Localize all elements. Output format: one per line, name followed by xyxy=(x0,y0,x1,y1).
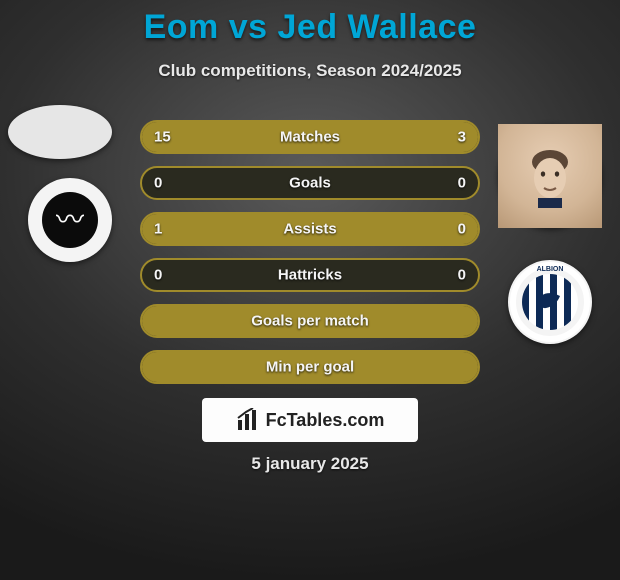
stat-fill-left xyxy=(142,214,478,244)
branding-text: FcTables.com xyxy=(266,410,385,431)
stat-value-right: 0 xyxy=(458,175,466,192)
stat-value-left: 15 xyxy=(154,129,171,146)
stat-fill-left xyxy=(142,352,478,382)
stat-fill-left xyxy=(142,306,478,336)
stat-label: Goals xyxy=(142,175,478,192)
bird-icon xyxy=(516,268,584,336)
stat-row: Min per goal xyxy=(140,350,480,384)
stat-row: 10Assists xyxy=(140,212,480,246)
stat-value-left: 0 xyxy=(154,267,162,284)
stats-bars: 153Matches00Goals10Assists00HattricksGoa… xyxy=(140,120,480,396)
date-text: 5 january 2025 xyxy=(0,454,620,474)
stat-label: Hattricks xyxy=(142,267,478,284)
stat-value-right: 3 xyxy=(458,129,466,146)
stat-value-left: 1 xyxy=(154,221,162,238)
stat-row: 0 0Goals xyxy=(140,166,480,200)
stat-value-right: 0 xyxy=(458,221,466,238)
stat-value-left: 0 xyxy=(154,175,162,192)
stat-row: 0 0Hattricks xyxy=(140,258,480,292)
player-right-avatar xyxy=(498,124,602,228)
stat-fill-left xyxy=(142,122,422,152)
stat-value-right: 0 xyxy=(458,267,466,284)
page-title: Eom vs Jed Wallace xyxy=(0,8,620,47)
subtitle: Club competitions, Season 2024/2025 xyxy=(0,61,620,81)
swan-icon: 〰 xyxy=(56,206,84,234)
stat-row: Goals per match xyxy=(140,304,480,338)
stat-fill-right xyxy=(422,122,478,152)
face-icon xyxy=(518,144,582,208)
club-left-crest: 〰 xyxy=(28,178,112,262)
branding-badge: FcTables.com xyxy=(202,398,418,442)
stat-row: 153Matches xyxy=(140,120,480,154)
player-left-avatar xyxy=(8,105,112,159)
club-right-crest: ALBION xyxy=(508,260,592,344)
chart-icon xyxy=(236,408,260,432)
